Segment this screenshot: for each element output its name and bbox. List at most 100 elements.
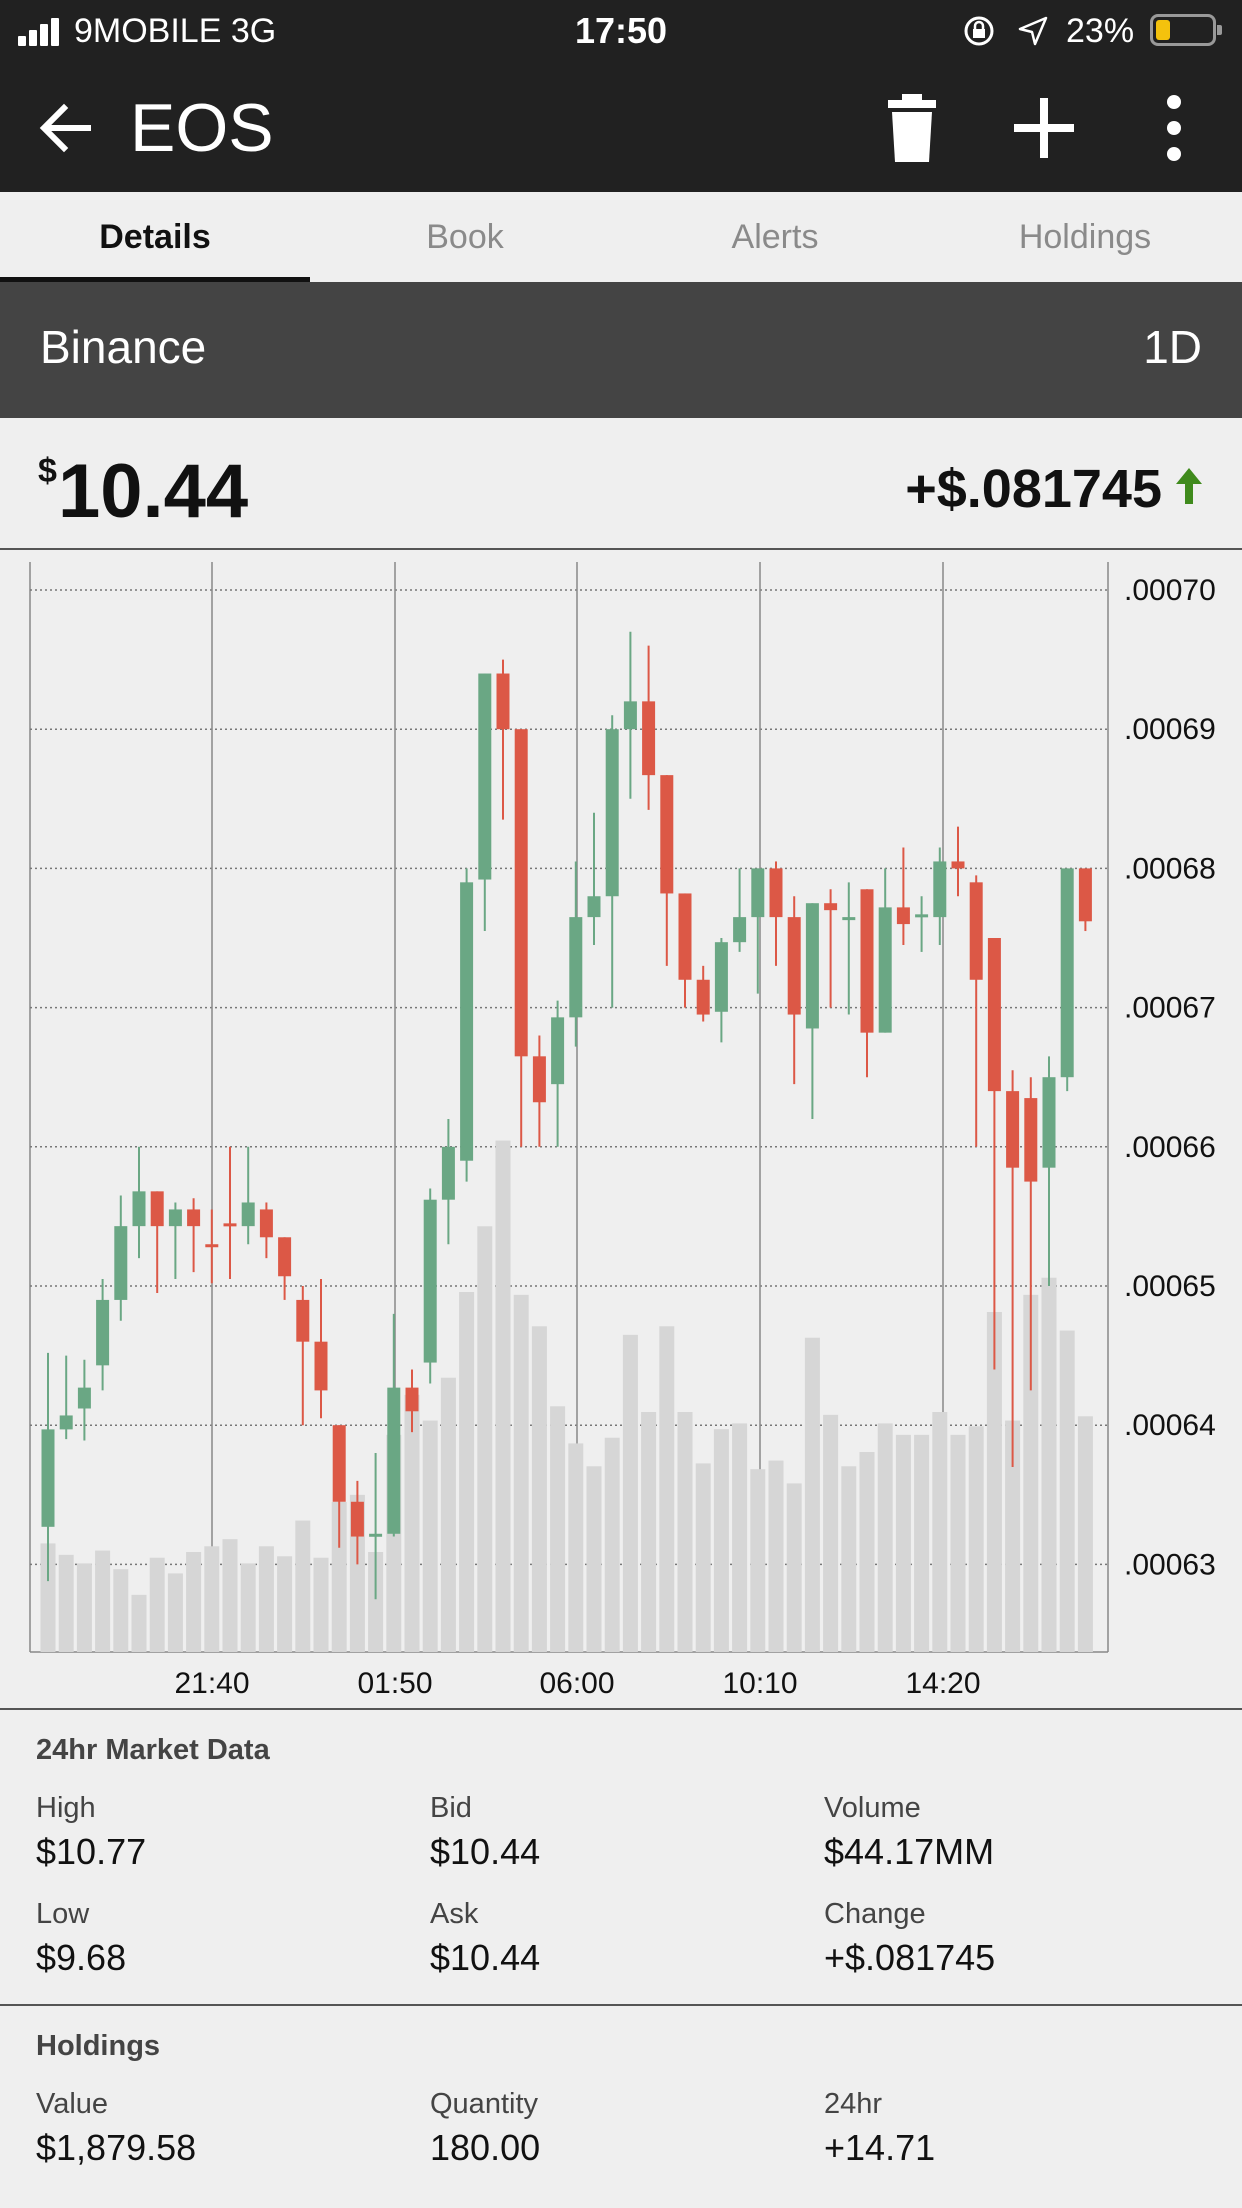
- volume-bar: [368, 1552, 384, 1652]
- volume-bar: [823, 1414, 839, 1652]
- volume-bar: [768, 1460, 784, 1652]
- volume-bar: [732, 1423, 748, 1652]
- candle-up: [733, 917, 747, 943]
- candle-down: [496, 673, 510, 730]
- quantity-value: 180.00: [430, 2127, 541, 2168]
- high-label: High: [36, 1792, 96, 1824]
- low-label: Low: [36, 1898, 90, 1930]
- tab-holdings[interactable]: Holdings: [1018, 218, 1152, 256]
- candle-down: [532, 1056, 546, 1103]
- high-value: $10.77: [36, 1831, 147, 1872]
- exchange-bar[interactable]: Binance 1D: [0, 282, 1242, 418]
- change-cell: Change +$.081745: [824, 1898, 1204, 1979]
- candle-down: [514, 729, 528, 1057]
- candlestick-chart[interactable]: .00070 .00069 .00068 .00067 .00066 .00065 .000…: [0, 550, 1242, 1710]
- volume-cell: Volume $44.17MM: [824, 1792, 1204, 1873]
- ask-label: Ask: [430, 1898, 479, 1930]
- rotation-lock-icon: [964, 16, 994, 46]
- time-range[interactable]: 1D: [1143, 321, 1202, 373]
- carrier-label: 9MOBILE 3G: [74, 12, 277, 50]
- volume-bar: [204, 1546, 220, 1652]
- change-24hr-label: 24hr: [824, 2088, 883, 2120]
- location-arrow-icon: [1018, 16, 1048, 46]
- bid-value: $10.44: [430, 1831, 541, 1872]
- candle-down: [1024, 1098, 1038, 1182]
- volume-bar: [895, 1434, 911, 1652]
- candle-up: [1042, 1077, 1056, 1168]
- candle-up: [423, 1199, 437, 1363]
- exchange-name[interactable]: Binance: [40, 321, 207, 373]
- page-title: EOS: [130, 90, 274, 166]
- volume-bar: [1005, 1420, 1021, 1652]
- volume-bar: [677, 1412, 693, 1652]
- volume-bar: [713, 1429, 729, 1652]
- candle-down: [696, 979, 710, 1015]
- volume-bar: [531, 1326, 547, 1652]
- volume-bar: [277, 1556, 293, 1652]
- price-row: $ 10.44 +$.081745: [0, 418, 1242, 550]
- y-tick-label: .00070: [1124, 574, 1216, 607]
- quantity-label: Quantity: [430, 2088, 538, 2120]
- tab-details[interactable]: Details: [0, 192, 310, 282]
- holding-value: $1,879.58: [36, 2127, 197, 2168]
- status-bar: 9MOBILE 3G 17:50 23%: [0, 0, 1242, 64]
- bid-cell: Bid $10.44: [430, 1792, 810, 1873]
- candle-up: [1060, 868, 1074, 1078]
- volume-bar: [859, 1452, 875, 1652]
- more-vert-icon[interactable]: [1160, 94, 1188, 162]
- candle-down: [150, 1191, 164, 1227]
- volume-bar: [695, 1463, 711, 1652]
- change-24hr-cell: 24hr +14.71: [824, 2088, 1204, 2169]
- candle-down: [787, 917, 801, 1015]
- candle-up: [77, 1387, 91, 1409]
- holdings-heading: Holdings: [36, 2030, 161, 2062]
- market-data-section: 24hr Market Data High $10.77 Bid $10.44 …: [0, 1708, 1242, 2006]
- candle-down: [332, 1425, 346, 1502]
- tab-book[interactable]: Book: [426, 218, 504, 256]
- plus-icon[interactable]: [1010, 94, 1078, 162]
- battery-icon: [1150, 14, 1222, 46]
- volume-bar: [459, 1292, 475, 1652]
- volume-bar: [167, 1573, 183, 1652]
- x-tick-label: 01:50: [357, 1667, 432, 1700]
- volume-bar: [76, 1563, 92, 1652]
- volume-bar: [240, 1563, 256, 1652]
- candle-up: [241, 1202, 255, 1227]
- x-tick-label: 21:40: [174, 1667, 249, 1700]
- candle-up: [478, 673, 492, 880]
- volume-bar: [495, 1140, 511, 1652]
- up-arrow-icon: [1176, 468, 1202, 504]
- y-tick-label: .00065: [1124, 1270, 1216, 1303]
- volume-bar: [841, 1466, 857, 1652]
- volume-bar: [313, 1557, 329, 1652]
- candle-up: [369, 1533, 383, 1537]
- ask-value: $10.44: [430, 1937, 541, 1978]
- trash-icon[interactable]: [880, 92, 944, 164]
- back-arrow-icon[interactable]: [36, 96, 100, 160]
- candle-down: [314, 1341, 328, 1391]
- volume-bar: [113, 1569, 129, 1652]
- candle-up: [387, 1387, 401, 1534]
- volume-bar: [550, 1406, 566, 1652]
- volume-bar: [750, 1469, 766, 1652]
- battery-percent: 23%: [1066, 12, 1135, 50]
- high-cell: High $10.77: [36, 1792, 416, 1873]
- market-data-heading: 24hr Market Data: [36, 1734, 270, 1766]
- tab-alerts[interactable]: Alerts: [731, 218, 819, 256]
- candle-up: [441, 1146, 455, 1200]
- candle-down: [205, 1244, 219, 1248]
- volume-bar: [58, 1554, 74, 1652]
- volume-value: $44.17MM: [824, 1831, 995, 1872]
- app-bar: EOS: [0, 64, 1242, 192]
- currency-symbol: $: [38, 452, 57, 490]
- candle-up: [714, 942, 728, 1012]
- volume-bar: [222, 1539, 238, 1652]
- change-value: +$.081745: [824, 1937, 996, 1978]
- candle-down: [824, 903, 838, 911]
- volume-bar: [40, 1543, 56, 1652]
- candle-up: [587, 896, 601, 918]
- signal-icon: [18, 18, 62, 46]
- candle-up: [551, 1017, 565, 1085]
- ask-cell: Ask $10.44: [430, 1898, 810, 1979]
- holdings-section: Holdings Value $1,879.58 Quantity 180.00…: [0, 2004, 1242, 2208]
